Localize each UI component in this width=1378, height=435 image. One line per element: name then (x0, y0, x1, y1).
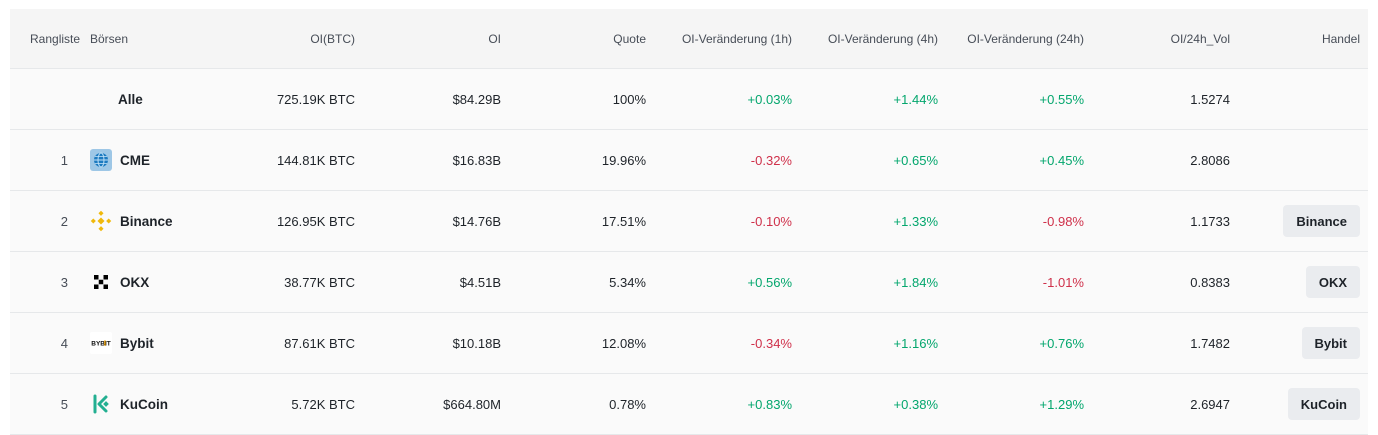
rank-value: 4 (60, 335, 68, 351)
trade-button[interactable]: Binance (1283, 205, 1360, 237)
trade-cell: KuCoin (1230, 374, 1360, 434)
oi-vol-value: 2.8086 (1190, 152, 1230, 168)
exchange-cell[interactable]: OKX (90, 252, 260, 312)
change-1h-value: -0.34% (750, 335, 792, 351)
open-interest-table: Rangliste Börsen OI(BTC) OI Quote OI-Ver… (10, 9, 1368, 435)
change-4h-value: +1.84% (893, 274, 938, 290)
oi-value: $664.80M (443, 396, 501, 412)
oi-btc-value: 5.72K BTC (291, 396, 355, 412)
change-4h-value: +0.38% (893, 396, 938, 412)
table-row: 3 OKX 38.77K BTC $4.51B 5.34% +0.56% +1.84% -1.… (10, 252, 1368, 313)
header-share[interactable]: Quote (613, 31, 646, 46)
change-1h-value: +0.83% (747, 396, 792, 412)
header-oi-btc[interactable]: OI(BTC) (310, 31, 355, 46)
change-24h-value: -0.98% (1042, 213, 1084, 229)
oi-vol-value: 1.1733 (1190, 213, 1230, 229)
header-exchange: Börsen (90, 31, 129, 46)
table-row: 1 CME 144.81K BTC $16.83B 19.96% -0.32% +0.65%… (10, 130, 1368, 191)
oi-btc-value: 87.61K BTC (284, 335, 355, 351)
header-change-1h[interactable]: OI-Veränderung (1h) (681, 31, 792, 46)
table-row: 2 Binance 126.95K BTC $14.76B 17.51% -0.10% +1… (10, 191, 1368, 252)
binance-icon (90, 210, 112, 232)
change-24h-value: +0.55% (1039, 91, 1084, 107)
okx-icon (90, 271, 112, 293)
header-trade: Handel (1321, 31, 1360, 46)
change-4h-value: +1.33% (893, 213, 938, 229)
header-change-4h[interactable]: OI-Veränderung (4h) (827, 31, 938, 46)
rank-value: 5 (60, 396, 68, 412)
change-4h-value: +0.65% (893, 152, 938, 168)
trade-button[interactable]: OKX (1305, 266, 1360, 298)
rank-value: 1 (60, 152, 68, 168)
oi-btc-value: 725.19K BTC (276, 91, 355, 107)
trade-button[interactable]: KuCoin (1287, 388, 1360, 420)
rank-value: 2 (60, 213, 68, 229)
table-header: Rangliste Börsen OI(BTC) OI Quote OI-Ver… (10, 9, 1368, 69)
oi-vol-value: 0.8383 (1190, 274, 1230, 290)
oi-value: $4.51B (459, 274, 501, 290)
oi-value: $10.18B (452, 335, 501, 351)
change-1h-value: -0.10% (750, 213, 792, 229)
change-4h-value: +1.16% (893, 335, 938, 351)
change-4h-value: +1.44% (893, 91, 938, 107)
exchange-name[interactable]: KuCoin (120, 396, 168, 412)
change-24h-value: -1.01% (1042, 274, 1084, 290)
oi-value: $14.76B (452, 213, 501, 229)
share-value: 17.51% (601, 213, 646, 229)
table-row: 5 KuCoin 5.72K BTC $664.80M 0.78% +0.83% +0.38… (10, 374, 1368, 435)
header-oi[interactable]: OI (488, 31, 501, 46)
oi-value: $84.29B (452, 91, 501, 107)
oi-btc-value: 144.81K BTC (276, 152, 355, 168)
exchange-name[interactable]: Binance (120, 213, 173, 229)
exchange-cell[interactable]: Binance (90, 191, 260, 251)
oi-btc-value: 126.95K BTC (276, 213, 355, 229)
change-1h-value: -0.32% (750, 152, 792, 168)
share-value: 0.78% (609, 396, 646, 412)
change-24h-value: +1.29% (1039, 396, 1084, 412)
oi-value: $16.83B (452, 152, 501, 168)
exchange-cell[interactable]: BYBIT Bybit (90, 313, 260, 373)
rank-value: 3 (60, 274, 68, 290)
oi-vol-value: 2.6947 (1190, 396, 1230, 412)
svg-text:BYBIT: BYBIT (91, 341, 111, 348)
header-rank[interactable]: Rangliste (30, 31, 81, 46)
kucoin-icon (90, 393, 112, 415)
cme-icon (90, 149, 112, 171)
share-value: 19.96% (601, 152, 646, 168)
exchange-cell: Alle (90, 69, 260, 129)
exchange-name: Alle (118, 91, 143, 107)
oi-vol-value: 1.7482 (1190, 335, 1230, 351)
trade-button[interactable]: Bybit (1301, 327, 1360, 359)
header-oi-vol[interactable]: OI/24h_Vol (1170, 31, 1230, 46)
trade-cell: Bybit (1230, 313, 1360, 373)
change-1h-value: +0.03% (747, 91, 792, 107)
oi-vol-value: 1.5274 (1190, 91, 1230, 107)
exchange-cell[interactable]: CME (90, 130, 260, 190)
share-value: 100% (612, 91, 646, 107)
change-24h-value: +0.76% (1039, 335, 1084, 351)
oi-btc-value: 38.77K BTC (284, 274, 355, 290)
exchange-name[interactable]: OKX (120, 274, 150, 290)
table-row-total: Alle 725.19K BTC $84.29B 100% +0.03% +1.44% +0… (10, 69, 1368, 130)
table-row: 4 BYBIT Bybit 87.61K BTC $10.18B 12.08% -0.34%… (10, 313, 1368, 374)
change-1h-value: +0.56% (747, 274, 792, 290)
share-value: 5.34% (609, 274, 646, 290)
trade-cell: OKX (1230, 252, 1360, 312)
bybit-icon: BYBIT (90, 332, 112, 354)
exchange-name[interactable]: Bybit (120, 335, 154, 351)
share-value: 12.08% (601, 335, 646, 351)
exchange-name[interactable]: CME (120, 152, 150, 168)
change-24h-value: +0.45% (1039, 152, 1084, 168)
trade-cell: Binance (1230, 191, 1360, 251)
exchange-cell[interactable]: KuCoin (90, 374, 260, 434)
header-change-24h[interactable]: OI-Veränderung (24h) (967, 31, 1084, 46)
